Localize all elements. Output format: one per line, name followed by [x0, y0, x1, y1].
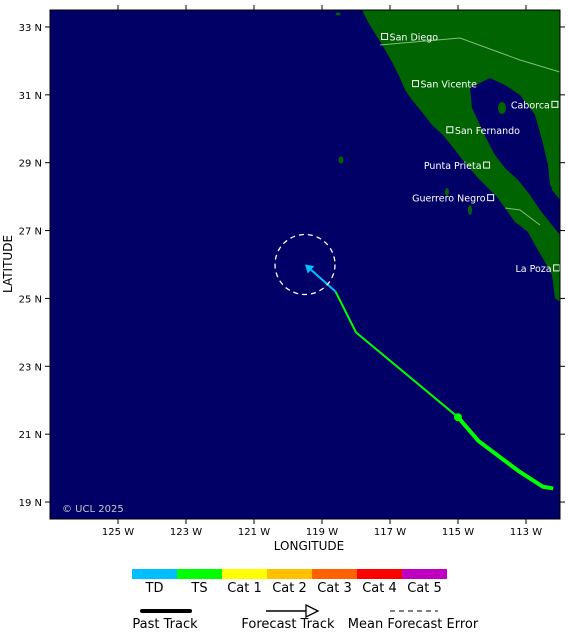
- place-label: Punta Prieta: [424, 161, 482, 172]
- forecast-arrowhead-icon: [305, 264, 315, 274]
- place-label: San Fernando: [455, 126, 520, 137]
- island: [445, 188, 449, 196]
- lon-tick-label: 123 W: [170, 527, 202, 538]
- axis-ticks: [45, 5, 565, 524]
- place-markers: San Diego San Vicente Caborca San Fernando P…: [381, 32, 561, 275]
- latitude-axis-label: LATITUDE: [1, 235, 15, 293]
- lat-tick-label: 29 N: [19, 159, 42, 170]
- legend-category-label: TS: [190, 581, 207, 596]
- lon-tick-label: 119 W: [306, 527, 338, 538]
- place-square-icon: [381, 32, 389, 40]
- longitude-tick-labels: 125 W 123 W 121 W 119 W 117 W 115 W 113 W: [102, 527, 542, 538]
- place-marker: San Diego: [381, 32, 439, 43]
- plot-frame: [49, 9, 561, 520]
- border-line: [379, 37, 560, 73]
- island: [468, 205, 472, 215]
- latitude-tick-labels: 33 N 31 N 29 N 27 N 25 N 23 N 21 N 19 N: [19, 23, 42, 509]
- copyright-text: © UCL 2025: [62, 504, 124, 515]
- legend-category-label: Cat 4: [362, 581, 397, 596]
- lat-tick-label: 33 N: [19, 23, 42, 34]
- error-legend-label: Mean Forecast Error: [348, 617, 479, 632]
- place-marker: Punta Prieta: [424, 161, 491, 172]
- legend-swatch: [402, 569, 447, 579]
- lat-tick-label: 31 N: [19, 91, 42, 102]
- current-position-marker: [454, 413, 462, 422]
- baja-california-land: [362, 10, 560, 302]
- place-marker: San Fernando: [446, 126, 520, 137]
- place-square-icon: [412, 80, 419, 88]
- storm-track: [274, 233, 554, 491]
- past-track-legend-label: Past Track: [132, 617, 198, 632]
- legend-category-label: TD: [145, 581, 164, 596]
- forecast-track-line: [334, 291, 459, 418]
- legend-category-label: Cat 1: [227, 581, 262, 596]
- category-legend: TD TS Cat 1 Cat 2 Cat 3 Cat 4 Cat 5: [132, 569, 447, 596]
- lon-tick-label: 113 W: [510, 527, 542, 538]
- place-square-icon: [487, 194, 495, 202]
- land-masses: [335, 10, 560, 302]
- legend-swatch: [267, 569, 312, 579]
- lat-tick-label: 25 N: [19, 294, 42, 305]
- track-legend: Past Track Forecast Track Mean Forecast …: [132, 603, 479, 632]
- place-label: Caborca: [511, 100, 550, 111]
- forecast-direction-arrow: [310, 269, 337, 293]
- forecast-arrowhead-legend-icon: [305, 603, 320, 619]
- legend-swatch: [357, 569, 402, 579]
- forecast-error-circle: [274, 233, 336, 296]
- place-label: San Diego: [390, 32, 439, 43]
- island: [335, 12, 341, 16]
- legend-category-label: Cat 2: [272, 581, 307, 596]
- lon-tick-label: 117 W: [374, 527, 406, 538]
- legend-swatch: [222, 569, 267, 579]
- past-track-line: [456, 415, 554, 491]
- border-line: [504, 207, 541, 226]
- place-label: La Poza: [515, 264, 551, 275]
- place-square-icon: [446, 126, 454, 134]
- lon-tick-label: 115 W: [442, 527, 474, 538]
- island: [498, 102, 506, 114]
- legend-swatch: [177, 569, 222, 579]
- lat-tick-label: 23 N: [19, 362, 42, 373]
- mainland-mexico-land: [548, 160, 560, 200]
- lon-tick-label: 125 W: [102, 527, 134, 538]
- legend-swatch: [132, 569, 177, 579]
- gulf-of-california: [470, 78, 560, 235]
- place-label: San Vicente: [421, 80, 478, 91]
- forecast-track-legend-label: Forecast Track: [241, 617, 335, 632]
- place-marker: San Vicente: [412, 80, 478, 91]
- legend-swatch: [312, 569, 357, 579]
- island: [338, 156, 344, 164]
- place-square-icon: [483, 161, 491, 169]
- lon-tick-label: 121 W: [238, 527, 270, 538]
- place-marker: Guerrero Negro: [412, 194, 495, 205]
- place-square-icon: [551, 100, 559, 108]
- place-marker: Caborca: [511, 100, 559, 111]
- lat-tick-label: 27 N: [19, 227, 42, 238]
- lat-tick-label: 19 N: [19, 498, 42, 509]
- lat-tick-label: 21 N: [19, 430, 42, 441]
- longitude-axis-label: LONGITUDE: [274, 539, 344, 553]
- place-label: Guerrero Negro: [412, 194, 486, 205]
- legend-category-label: Cat 3: [317, 581, 352, 596]
- legend-category-label: Cat 5: [407, 581, 442, 596]
